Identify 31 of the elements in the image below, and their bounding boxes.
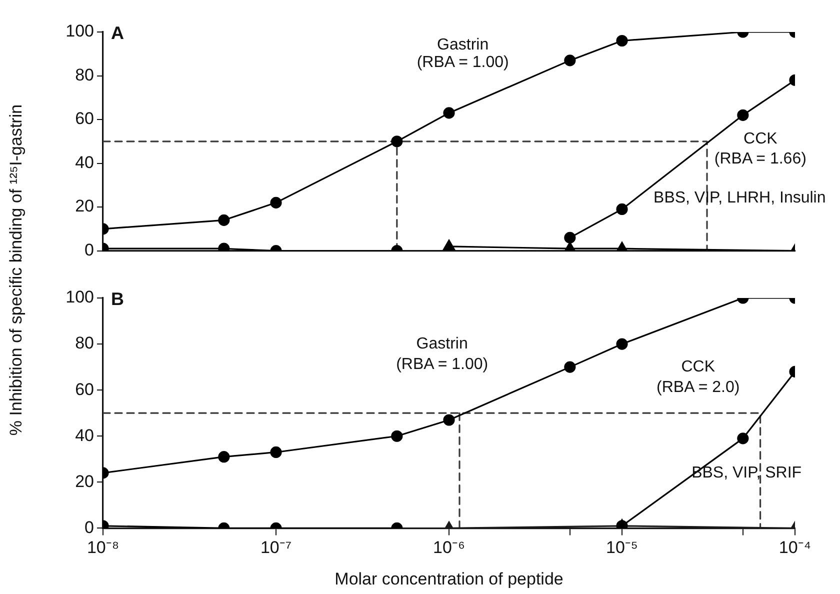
annotation: (RBA = 1.66) (714, 150, 806, 168)
x-axis-title: Molar concentration of peptide (334, 569, 564, 588)
chart-title: B (111, 288, 124, 309)
y-tick-label: 0 (84, 518, 94, 537)
y-tick-label: 100 (66, 288, 94, 307)
x-tick-label: 10⁻⁵ (606, 538, 638, 558)
annotation: Gastrin (437, 36, 489, 54)
y-tick-label: 100 (66, 22, 94, 41)
y-tick-label: 0 (84, 240, 94, 260)
annotation: BBS, VIP, LHRH, Insulin (654, 190, 826, 207)
x-tick-label: 10⁻⁶ (433, 538, 465, 558)
annotation: Gastrin (416, 335, 468, 352)
y-tick-label: 60 (75, 109, 94, 128)
y-axis-title: % Inhibition of specific binding of ¹²⁵I-gastrin (7, 104, 27, 436)
annotation: CCK (681, 358, 716, 376)
annotation: BBS, VIP, SRIF (692, 464, 802, 482)
y-tick-label: 80 (75, 65, 94, 84)
y-tick-label: 40 (75, 426, 94, 445)
x-tick-label: 10⁻⁸ (86, 538, 120, 558)
annotation: (RBA = 1.00) (416, 54, 509, 72)
chart-title: A (111, 22, 124, 43)
annotation: (RBA = 2.0) (656, 379, 740, 396)
y-tick-label: 20 (75, 196, 94, 216)
y-tick-label: 20 (75, 472, 94, 491)
annotation: CCK (744, 130, 778, 148)
y-tick-label: 80 (75, 334, 94, 353)
x-tick-label: 10⁻⁴ (778, 538, 812, 558)
x-tick-label: 10⁻⁷ (260, 538, 292, 558)
annotation: (RBA = 1.00) (396, 356, 488, 374)
y-tick-label: 60 (75, 380, 94, 399)
y-tick-label: 40 (75, 152, 94, 172)
